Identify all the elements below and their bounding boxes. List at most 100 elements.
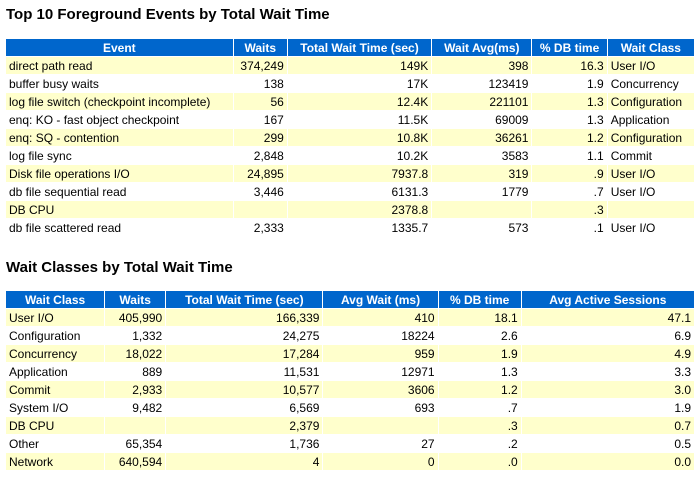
table-cell (323, 417, 438, 434)
table-cell: System I/O (9, 400, 69, 415)
table-cell: 2,933 (105, 381, 166, 398)
table-row: DB CPU 2378.8 .3 (6, 201, 694, 218)
table-cell: 1.3 (587, 112, 604, 127)
table-cell: 17,284 (166, 345, 323, 362)
table-cell: 405,990 (105, 309, 166, 326)
header-row: Event Waits Total Wait Time (sec) Wait Avg(… (6, 39, 694, 56)
table-cell: 2,848 (253, 148, 284, 163)
table-header: Wait Class Waits Total Wait Time (sec) Avg … (6, 291, 694, 308)
column-header: Event (6, 39, 233, 56)
table-cell: 6.9 (674, 328, 691, 343)
table-cell: DB CPU (6, 417, 105, 434)
table-row: enq: KO - fast object checkpoint 167 11.5K… (6, 111, 694, 128)
table-cell: 1.9 (587, 76, 604, 91)
table-cell: 138 (263, 76, 284, 91)
table-cell: 2,333 (253, 220, 284, 235)
table-cell: 299 (233, 129, 287, 146)
table-row: direct path read 374,249 149K 398 16.3 User I… (6, 57, 694, 74)
table-cell: 6131.3 (391, 184, 429, 199)
table-cell (432, 201, 532, 218)
table-cell: 1.1 (587, 148, 604, 163)
table-cell (607, 201, 694, 218)
table-cell: Application (9, 364, 68, 379)
table-cell: 693 (414, 400, 435, 415)
table-cell: 12.4K (287, 93, 432, 110)
table-cell: 2.6 (501, 328, 518, 343)
table-row: User I/O 405,990 166,339 410 18.1 47.1 (6, 309, 694, 326)
table-cell (105, 417, 166, 434)
section-title: Wait Classes by Total Wait Time (6, 259, 233, 276)
table-cell: 11.5K (397, 112, 429, 127)
table-cell: Configuration (607, 93, 694, 110)
table-cell: 24,895 (233, 165, 287, 182)
table-cell: Other (9, 436, 40, 451)
column-header: Waits (233, 39, 287, 56)
column-header: Wait Class (607, 39, 694, 56)
table-cell: 24,275 (282, 328, 320, 343)
table-cell: Network (6, 453, 105, 470)
table-cell: 1.9 (674, 400, 691, 415)
table-cell: 11,531 (283, 364, 320, 379)
table-row: Configuration 1,332 24,275 18224 2.6 6.9 (6, 327, 694, 344)
table-cell: 4.9 (521, 345, 694, 362)
table-cell: 398 (432, 57, 532, 74)
table-cell: DB CPU (6, 201, 233, 218)
table-cell: User I/O (610, 184, 656, 199)
table-cell: 889 (142, 364, 163, 379)
table-row: Concurrency 18,022 17,284 959 1.9 4.9 (6, 345, 694, 362)
table-body: direct path read 374,249 149K 398 16.3 User I… (6, 57, 694, 236)
table-cell: 1.3 (532, 93, 607, 110)
table-cell: 18224 (401, 328, 435, 343)
table-cell: .7 (507, 400, 518, 415)
column-header: Waits (105, 291, 166, 308)
table-cell: .3 (438, 417, 521, 434)
table-cell: 640,594 (105, 453, 166, 470)
table-row: Disk file operations I/O 24,895 7937.8 319.… (6, 165, 694, 182)
table-cell: User I/O (610, 220, 656, 235)
table-cell: 1335.7 (391, 220, 429, 235)
table-cell: Commit (610, 148, 653, 163)
table-cell: .7 (593, 184, 604, 199)
table-cell: log file sync (9, 148, 72, 163)
column-header: % DB time (438, 291, 521, 308)
table-cell: 3.0 (521, 381, 694, 398)
table-cell: 123419 (488, 76, 529, 91)
table-cell: 27 (421, 436, 435, 451)
column-header: Total Wait Time (sec) (166, 291, 323, 308)
table-cell: User I/O (607, 57, 694, 74)
table-cell: 3606 (323, 381, 438, 398)
table-cell: 17K (406, 76, 429, 91)
table-cell: 69009 (495, 112, 529, 127)
column-header: Avg Wait (ms) (323, 291, 438, 308)
table-cell: 6,569 (289, 400, 320, 415)
table-row: Other 65,354 1,736 27 .2 0.5 (6, 435, 694, 452)
table-cell: 7937.8 (287, 165, 432, 182)
table-cell: 47.1 (521, 309, 694, 326)
table-cell: 1.2 (532, 129, 607, 146)
events-table: Event Waits Total Wait Time (sec) Wait Avg(… (5, 38, 695, 237)
table-cell: Application (610, 112, 670, 127)
column-header: Wait Avg(ms) (432, 39, 532, 56)
table-cell: enq: SQ - contention (6, 129, 233, 146)
table-cell: 319 (432, 165, 532, 182)
table-cell: 1779 (501, 184, 529, 199)
table-cell: .0 (438, 453, 521, 470)
table-cell: Concurrency (6, 345, 105, 362)
table-cell: Concurrency (610, 76, 679, 91)
table-cell: 1.2 (438, 381, 521, 398)
table-row: Application 889 11,531 12971 1.3 3.3 (6, 363, 694, 380)
table-row: System I/O 9,482 6,569 693 .7 1.9 (6, 399, 694, 416)
table-cell: 573 (508, 220, 529, 235)
table-cell: 1.9 (438, 345, 521, 362)
table-cell: .2 (507, 436, 518, 451)
table-cell: 36261 (432, 129, 532, 146)
table-row: buffer busy waits 138 17K 123419 1.9 Concurre… (6, 75, 694, 92)
table-cell: 0.7 (521, 417, 694, 434)
table-cell: 0 (323, 453, 438, 470)
table-cell: 410 (323, 309, 438, 326)
table-row: DB CPU 2,379 .3 0.7 (6, 417, 694, 434)
table-cell: 65,354 (125, 436, 163, 451)
table-cell: 18.1 (438, 309, 521, 326)
column-header: Avg Active Sessions (521, 291, 694, 308)
table-cell: db file scattered read (9, 220, 122, 235)
